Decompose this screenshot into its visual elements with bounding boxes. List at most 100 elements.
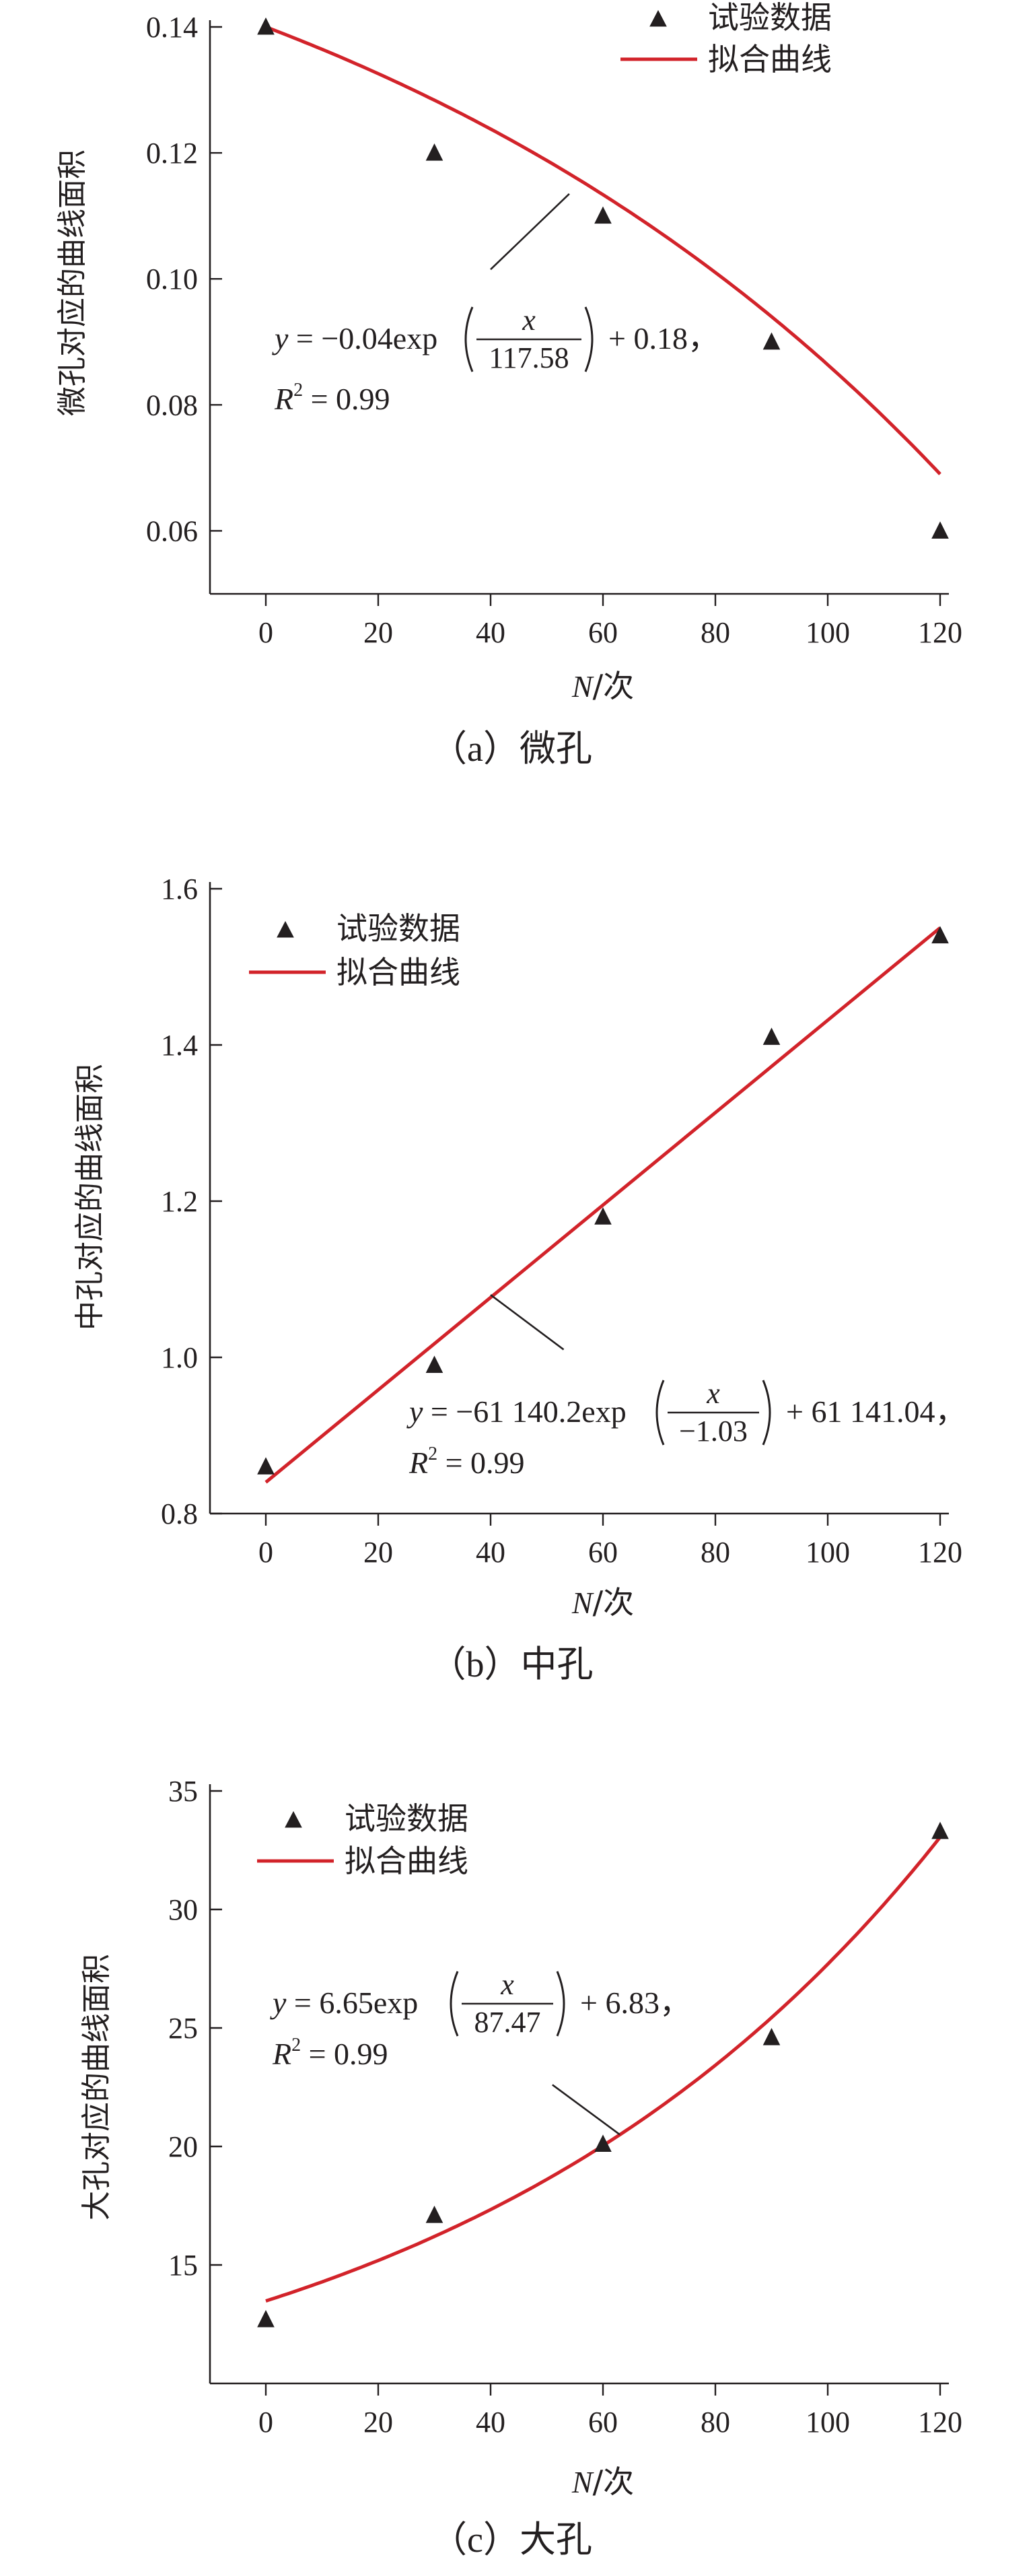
x-tick-label: 40 — [476, 616, 505, 649]
r-squared: R2 = 0.99 — [272, 2035, 388, 2071]
x-tick-label: 40 — [476, 2406, 505, 2439]
left-paren — [655, 1380, 665, 1446]
x-tick-label: 120 — [918, 1536, 962, 1569]
y-tick-label: 1.2 — [161, 1185, 198, 1218]
data-point-marker — [257, 2309, 275, 2328]
equation-rhs: + 0.18， — [608, 321, 719, 355]
chart-panel-2: 0.8 1.0 1.2 1.4 1.6 0 20 40 60 80 100 120 中孔对应的曲线面积 N… — [73, 873, 966, 1685]
x-tick-label: 20 — [363, 2406, 393, 2439]
x-axis-variable: N — [571, 2465, 594, 2499]
data-point-marker — [425, 1355, 443, 1374]
annotation-leader-line — [552, 2084, 620, 2136]
data-point-marker — [594, 206, 612, 224]
r-squared: R2 = 0.99 — [408, 1444, 525, 1480]
left-paren — [464, 306, 474, 372]
fraction-denominator: 87.47 — [474, 2006, 541, 2039]
x-tick-label: 80 — [701, 616, 730, 649]
x-tick-label: 100 — [806, 1536, 850, 1569]
legend-marker-icon — [285, 1810, 302, 1828]
legend-label-fit: 拟合曲线 — [345, 1843, 468, 1879]
data-point-marker — [257, 17, 275, 35]
equation-lhs: y = −61 140.2exp — [406, 1394, 627, 1429]
panel-caption: （b）中孔 — [430, 1644, 594, 1685]
equation-rhs: + 61 141.04， — [786, 1394, 966, 1429]
fraction-numerator: x — [500, 1968, 514, 2001]
y-tick-label: 0.8 — [161, 1497, 198, 1530]
data-point-marker — [425, 2205, 443, 2223]
x-axis-unit: /次 — [593, 2464, 635, 2500]
equation-lhs: y = 6.65exp — [270, 1986, 418, 2020]
fraction-numerator: x — [522, 304, 536, 337]
data-point-marker — [425, 143, 443, 161]
legend-label-fit: 拟合曲线 — [336, 954, 460, 990]
x-tick-label: 100 — [806, 616, 850, 649]
x-tick-label: 40 — [476, 1536, 505, 1569]
legend-marker-icon — [649, 9, 667, 27]
equation-rhs: + 6.83， — [580, 1986, 690, 2020]
y-tick-label: 35 — [168, 1775, 198, 1808]
data-point-marker — [762, 332, 781, 350]
y-tick-label: 0.10 — [146, 263, 198, 296]
x-axis-unit: /次 — [593, 668, 635, 704]
y-tick-label: 20 — [168, 2130, 198, 2163]
fit-equation: y = −61 140.2exp x −1.03 + 61 141.04， R2 = 0… — [406, 1377, 966, 1480]
x-tick-label: 0 — [258, 2406, 273, 2439]
legend-label-fit: 拟合曲线 — [708, 41, 832, 77]
x-tick-label: 120 — [918, 2406, 962, 2439]
fraction-denominator: 117.58 — [489, 341, 569, 374]
data-point-marker — [931, 926, 949, 944]
x-tick-label: 80 — [701, 2406, 730, 2439]
legend-label-data: 试验数据 — [336, 910, 460, 947]
right-paren — [584, 306, 594, 372]
y-tick-label: 0.08 — [146, 388, 198, 421]
fit-equation: y = 6.65exp x 87.47 + 6.83， R2 = 0.99 — [270, 1968, 690, 2071]
x-axis-label: N/次 — [571, 1584, 634, 1621]
fraction-denominator: −1.03 — [679, 1415, 748, 1448]
annotation-leader-line — [490, 1294, 565, 1351]
y-tick-label: 1.0 — [161, 1341, 198, 1374]
x-tick-label: 120 — [918, 616, 962, 649]
panel-caption: （a）微孔 — [431, 728, 592, 769]
legend-label-data: 试验数据 — [708, 0, 832, 36]
x-tick-label: 0 — [258, 1536, 273, 1569]
x-tick-label: 100 — [806, 2406, 850, 2439]
y-tick-label: 15 — [168, 2249, 198, 2282]
data-point-marker — [594, 2134, 612, 2152]
y-axis-label: 微孔对应的曲线面积 — [55, 149, 90, 416]
equation-lhs: y = −0.04exp — [272, 321, 437, 355]
left-paren — [450, 1971, 459, 2037]
x-tick-label: 20 — [363, 616, 393, 649]
x-tick-label: 60 — [588, 616, 618, 649]
y-tick-label: 1.4 — [161, 1029, 198, 1062]
x-tick-label: 60 — [588, 2406, 618, 2439]
legend-label-data: 试验数据 — [345, 1800, 468, 1837]
chart-panel-1: 0.06 0.08 0.10 0.12 0.14 0 20 40 60 80 100 120 微孔对应的… — [55, 0, 962, 769]
panel-caption: （c）大孔 — [431, 2519, 592, 2560]
y-tick-label: 0.14 — [146, 11, 198, 44]
data-point-marker — [257, 1457, 275, 1475]
fraction-numerator: x — [706, 1377, 720, 1410]
x-tick-label: 80 — [701, 1536, 730, 1569]
y-tick-label: 0.12 — [146, 137, 198, 170]
annotation-leader-line — [490, 193, 570, 271]
x-tick-label: 0 — [258, 616, 273, 649]
x-tick-label: 60 — [588, 1536, 618, 1569]
x-axis-variable: N — [571, 1586, 594, 1620]
y-tick-label: 25 — [168, 2012, 198, 2045]
x-axis-label: N/次 — [571, 2464, 634, 2500]
data-point-marker — [594, 1207, 612, 1225]
right-paren — [762, 1380, 771, 1446]
r-squared: R2 = 0.99 — [274, 380, 390, 416]
y-axis-label: 中孔对应的曲线面积 — [73, 1064, 107, 1330]
fit-equation: y = −0.04exp x 117.58 + 0.18， R2 = 0.99 — [272, 304, 719, 416]
x-axis-label: N/次 — [571, 668, 634, 704]
data-point-marker — [762, 2027, 781, 2045]
data-point-marker — [762, 1027, 781, 1045]
fit-curve-line — [264, 926, 941, 1484]
y-axis-label: 大孔对应的曲线面积 — [79, 1954, 114, 2221]
legend-marker-icon — [277, 920, 294, 938]
